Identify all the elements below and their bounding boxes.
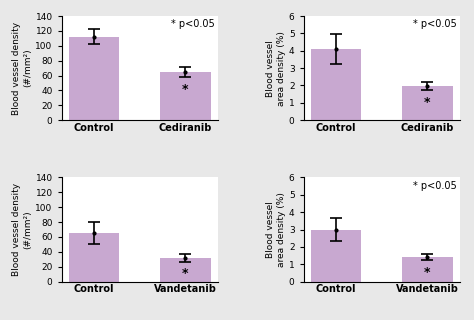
Text: * p<0.05: * p<0.05 <box>171 19 215 29</box>
Text: *: * <box>424 266 431 279</box>
Bar <box>311 49 361 120</box>
Text: * p<0.05: * p<0.05 <box>413 19 456 29</box>
Bar <box>69 233 119 282</box>
Bar <box>402 257 453 282</box>
Y-axis label: Blood vessel density
(#/mm²): Blood vessel density (#/mm²) <box>12 183 33 276</box>
Bar <box>160 258 210 282</box>
Text: *: * <box>182 267 189 280</box>
Bar <box>69 37 119 120</box>
Text: *: * <box>424 96 431 109</box>
Y-axis label: Blood vessel density
(#/mm²): Blood vessel density (#/mm²) <box>12 21 33 115</box>
Bar <box>402 86 453 120</box>
Bar <box>160 72 210 120</box>
Bar <box>311 229 361 282</box>
Y-axis label: Blood vessel
area density (%): Blood vessel area density (%) <box>266 192 286 267</box>
Text: * p<0.05: * p<0.05 <box>413 180 456 191</box>
Text: *: * <box>182 83 189 96</box>
Y-axis label: Blood vessel
area density (%): Blood vessel area density (%) <box>266 31 286 106</box>
